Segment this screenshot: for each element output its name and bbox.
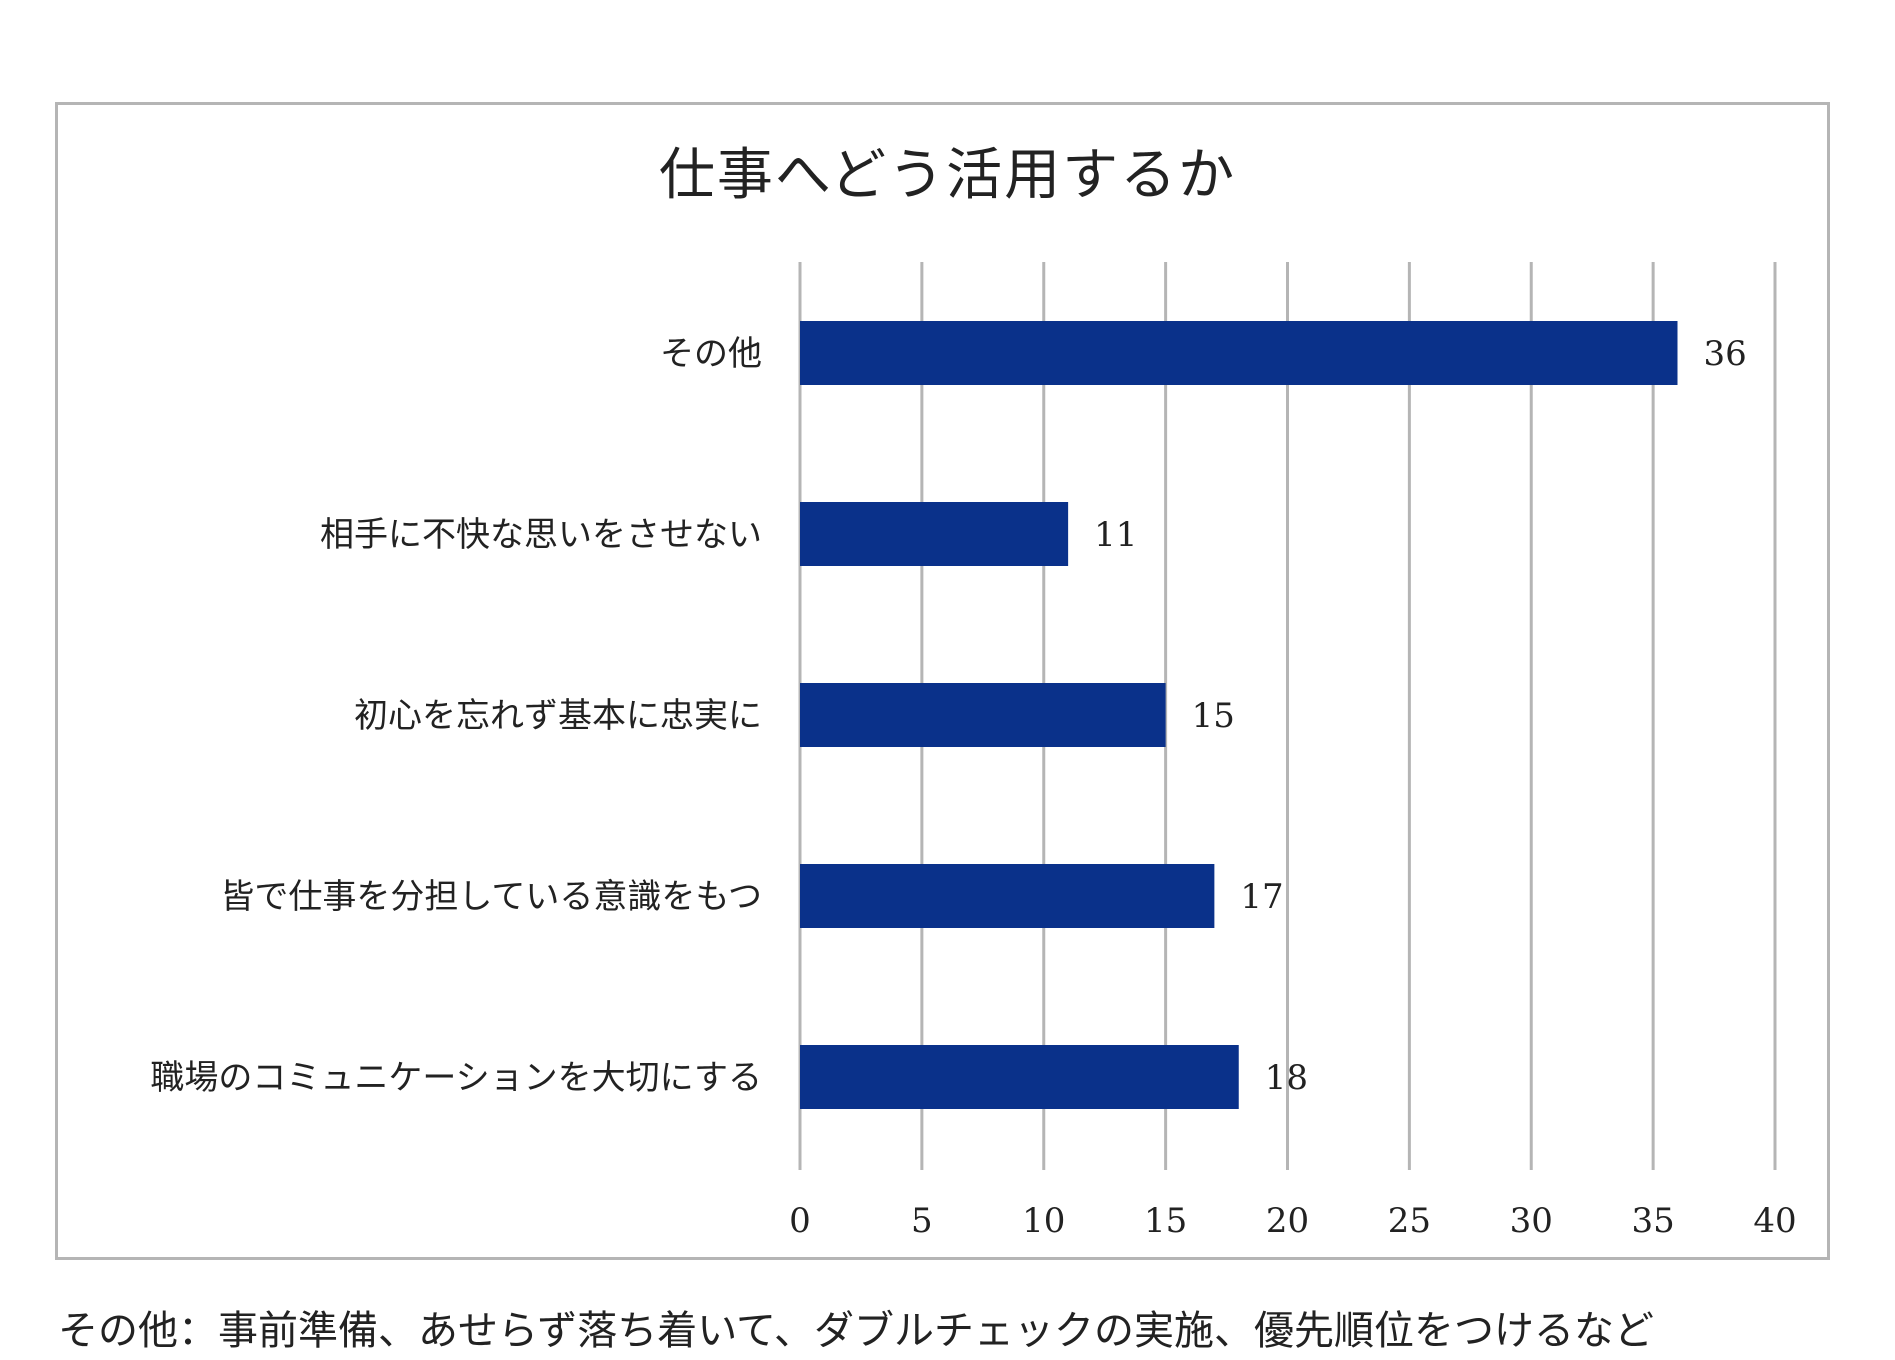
data-label: 18 <box>1265 1058 1308 1098</box>
bar <box>800 1045 1239 1109</box>
footnote: その他：事前準備、あせらず落ち着いて、ダブルチェックの実施、優先順位をつけるなど <box>58 1308 1654 1354</box>
x-tick-label: 30 <box>1510 1201 1553 1241</box>
x-tick-label: 25 <box>1388 1201 1431 1241</box>
x-tick-label: 10 <box>1022 1201 1065 1241</box>
x-tick-label: 20 <box>1266 1201 1309 1241</box>
x-tick-label: 35 <box>1631 1201 1674 1241</box>
bar <box>800 321 1678 385</box>
category-label: 初心を忘れず基本に忠実に <box>354 696 762 736</box>
x-tick-label: 0 <box>789 1201 811 1241</box>
bar <box>800 502 1069 566</box>
bar <box>800 864 1215 928</box>
category-label: 職場のコミュニケーションを大切にする <box>150 1058 762 1098</box>
bar <box>800 683 1166 747</box>
data-label: 15 <box>1192 696 1235 736</box>
x-tick-label: 15 <box>1144 1201 1187 1241</box>
data-label: 17 <box>1240 877 1283 917</box>
category-label: その他 <box>660 334 762 374</box>
x-tick-label: 5 <box>911 1201 933 1241</box>
data-label: 36 <box>1704 334 1747 374</box>
category-label: 皆で仕事を分担している意識をもつ <box>220 877 762 917</box>
chart-title: 仕事へどう活用するか <box>658 143 1237 208</box>
data-label: 11 <box>1094 515 1137 555</box>
category-label: 相手に不快な思いをさせない <box>320 515 762 555</box>
x-tick-label: 40 <box>1753 1201 1796 1241</box>
